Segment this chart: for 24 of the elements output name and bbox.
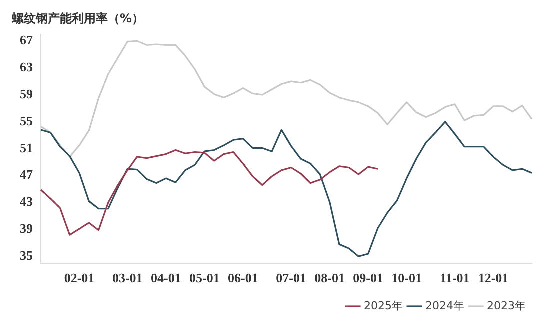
y-tick-label: 51 bbox=[20, 140, 33, 156]
x-tick-label: 09-01 bbox=[353, 270, 384, 286]
x-tick-label: 04-01 bbox=[150, 270, 182, 286]
x-tick-label: 10-01 bbox=[392, 270, 422, 286]
x-tick-label: 03-01 bbox=[112, 270, 143, 286]
y-tick-label: 35 bbox=[20, 248, 34, 264]
legend-label: 2024年 bbox=[426, 299, 465, 312]
y-tick-label: 39 bbox=[20, 221, 34, 236]
x-tick-label: 11-01 bbox=[440, 270, 470, 286]
y-tick-label: 55 bbox=[20, 113, 34, 128]
legend-label: 2025年 bbox=[364, 299, 404, 312]
y-tick-label: 67 bbox=[20, 32, 34, 48]
x-tick-label: 02-01 bbox=[64, 270, 95, 286]
y-tick-label: 63 bbox=[20, 59, 34, 74]
y-tick-label: 47 bbox=[20, 167, 34, 182]
x-tick-label: 12-01 bbox=[478, 270, 509, 286]
y-tick-label: 43 bbox=[20, 194, 34, 210]
x-tick-label: 05-01 bbox=[189, 270, 220, 286]
x-tick-label: 08-01 bbox=[314, 270, 345, 286]
legend-label: 2023年 bbox=[487, 299, 526, 312]
chart-title: 螺纹钢产能利用率（%） bbox=[11, 11, 144, 26]
x-tick-label: 06-01 bbox=[228, 270, 258, 286]
x-tick-label: 07-01 bbox=[276, 270, 306, 286]
y-tick-label: 59 bbox=[20, 86, 34, 102]
